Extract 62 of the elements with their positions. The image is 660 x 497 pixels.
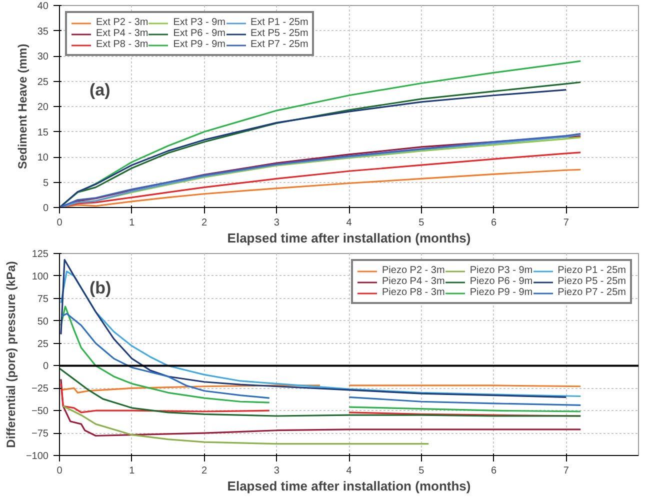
legend-label: Piezo P6 - 9m (470, 276, 533, 287)
legend-label: Ext P3 - 9m (173, 17, 226, 28)
x-tick-label: 6 (490, 218, 497, 228)
x-tick-label: 2 (201, 466, 208, 476)
y-tick-label: 75 (37, 294, 49, 305)
x-tick-label: 3 (274, 466, 280, 476)
y-tick-label: 50 (37, 316, 49, 328)
x-tick-label: 7 (563, 218, 570, 228)
annotation: (b) (90, 278, 112, 298)
legend-label: Ext P9 - 9m (173, 39, 226, 50)
legend-label: Piezo P8 - 3m (382, 287, 445, 298)
legend-label: Ext P7 - 25m (250, 39, 308, 50)
y-tick-label: 125 (32, 249, 49, 260)
y-tick-label: 0 (42, 203, 49, 214)
legend-label: Ext P6 - 9m (173, 28, 226, 39)
legend-label: Ext P2 - 3m (96, 17, 148, 28)
y-tick-label: 5 (42, 178, 49, 189)
legend-label: Piezo P7 - 25m (558, 287, 626, 298)
x-tick-label: 1 (129, 466, 136, 476)
line-series (60, 378, 582, 437)
legend-label: Piezo P2 - 3m (382, 265, 445, 276)
line-series (62, 405, 430, 445)
y-tick-label: 100 (32, 271, 49, 282)
x-tick-label: 4 (346, 218, 352, 228)
y-tick-label: −100 (26, 451, 49, 462)
legend-label: Ext P5 - 25m (250, 28, 308, 39)
x-tick-label: 4 (346, 466, 352, 476)
y-tick-label: −75 (32, 428, 49, 440)
legend-label: Ext P8 - 3m (96, 39, 148, 50)
y-tick-label: 40 (37, 1, 49, 12)
y-tick-label: 25 (37, 338, 49, 350)
legend-label: Piezo P9 - 9m (470, 287, 533, 298)
y-tick-label: 20 (37, 102, 49, 113)
x-tick-label: 2 (201, 218, 208, 228)
y-tick-label: −25 (32, 384, 49, 395)
line-series (60, 368, 582, 417)
x-tick-label: 5 (418, 218, 425, 228)
x-tick-label: 3 (274, 218, 280, 228)
y-tick-label: 0 (42, 361, 49, 372)
y-tick-label: 30 (37, 52, 49, 62)
legend-label: Piezo P5 - 25m (558, 276, 626, 287)
x-tick-label: 0 (56, 466, 63, 476)
y-tick-label: 35 (37, 26, 49, 38)
y-tick-label: −50 (32, 406, 49, 418)
x-tick-label: 5 (418, 466, 425, 476)
y-tick-label: 10 (37, 152, 49, 164)
y-tick-label: 25 (37, 76, 49, 88)
x-tick-label: 0 (56, 218, 63, 228)
x-axis-title: Elapsed time after installation (months) (227, 478, 471, 494)
x-tick-label: 1 (129, 218, 136, 228)
annotation: (a) (90, 80, 110, 100)
legend-label: Piezo P3 - 9m (470, 265, 533, 276)
y-tick-label: 15 (37, 127, 49, 138)
x-axis-title: Elapsed time after installation (months) (227, 230, 471, 246)
legend-label: Ext P1 - 25m (250, 17, 308, 28)
legend-label: Piezo P1 - 25m (558, 265, 626, 276)
legend-label: Ext P4 - 3m (96, 28, 148, 39)
y-axis-title: Sediment Heave (mm) (15, 44, 30, 170)
x-tick-label: 6 (490, 466, 497, 476)
y-axis-title: Differential (pore) pressure (kPa) (4, 261, 18, 448)
x-tick-label: 7 (563, 466, 570, 476)
legend-label: Piezo P4 - 3m (382, 276, 445, 287)
